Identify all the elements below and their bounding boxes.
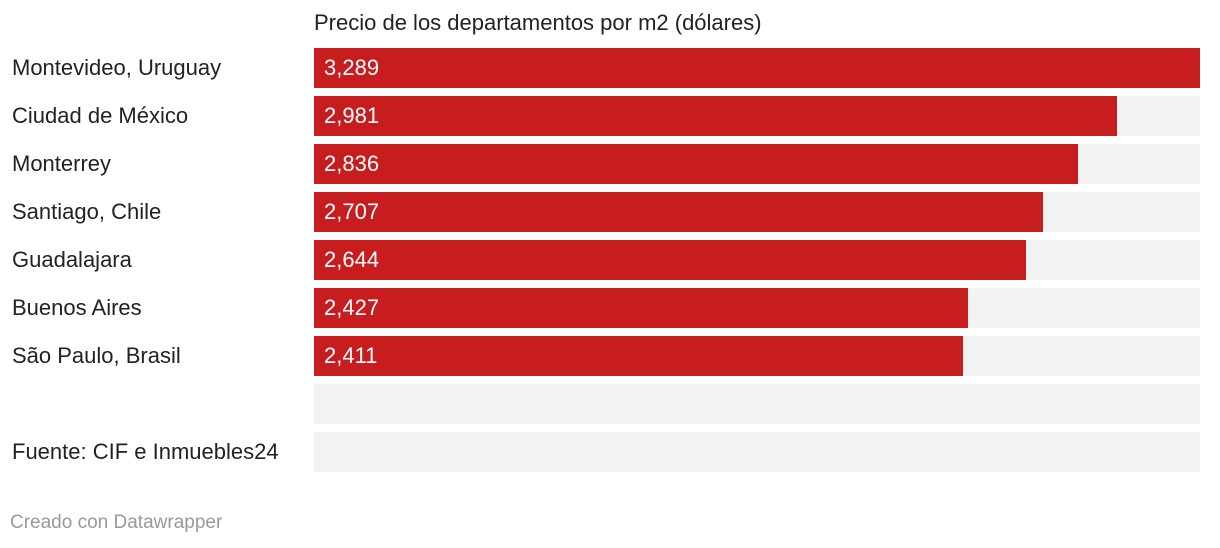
- bar-track: 2,836: [314, 144, 1200, 184]
- bar-track: 2,411: [314, 336, 1200, 376]
- bar: 2,981: [314, 96, 1118, 136]
- bar-value-label: 2,981: [324, 103, 380, 128]
- category-label: Ciudad de México: [12, 103, 189, 128]
- bar-value-label: 2,836: [324, 151, 380, 176]
- credit-note: Creado con Datawrapper: [10, 512, 223, 533]
- bar-row: Fuente: CIF e Inmuebles24: [0, 432, 1220, 472]
- category-label: Buenos Aires: [12, 295, 142, 320]
- bar-value-label: 2,707: [324, 199, 380, 224]
- bar-value-label: 3,289: [324, 55, 380, 80]
- row-note: Fuente: CIF e Inmuebles24: [12, 439, 279, 464]
- bar-row: [0, 384, 1220, 424]
- bar-row: Buenos Aires 2,427: [0, 288, 1220, 328]
- category-label: Montevideo, Uruguay: [12, 55, 222, 80]
- category-label: São Paulo, Brasil: [12, 343, 181, 368]
- bar: 3,289: [314, 48, 1200, 88]
- bar-value-label: 2,644: [324, 247, 380, 272]
- bar-row: Guadalajara 2,644: [0, 240, 1220, 280]
- bar-row: Monterrey 2,836: [0, 144, 1220, 184]
- bar-value-label: 2,427: [324, 295, 380, 320]
- bar-row: Montevideo, Uruguay 3,289: [0, 48, 1220, 88]
- bar-row: São Paulo, Brasil 2,411: [0, 336, 1220, 376]
- bar-row: Santiago, Chile 2,707: [0, 192, 1220, 232]
- bar-track: 2,644: [314, 240, 1200, 280]
- bar-track: 2,707: [314, 192, 1200, 232]
- category-label: Santiago, Chile: [12, 199, 162, 224]
- bar: 2,644: [314, 240, 1027, 280]
- category-label: Monterrey: [12, 151, 112, 176]
- bar-track: [314, 384, 1200, 424]
- category-label: Guadalajara: [12, 247, 132, 272]
- bar-track: [314, 432, 1200, 472]
- bar: 2,427: [314, 288, 968, 328]
- bar-row: Ciudad de México 2,981: [0, 96, 1220, 136]
- bar-track: 2,981: [314, 96, 1200, 136]
- bar-value-label: 2,411: [324, 343, 378, 368]
- bar: 2,707: [314, 192, 1044, 232]
- bar-track: 3,289: [314, 48, 1200, 88]
- chart-title: Precio de los departamentos por m2 (dóla…: [314, 10, 762, 35]
- bar: 2,836: [314, 144, 1078, 184]
- bar-track: 2,427: [314, 288, 1200, 328]
- bar: 2,411: [314, 336, 964, 376]
